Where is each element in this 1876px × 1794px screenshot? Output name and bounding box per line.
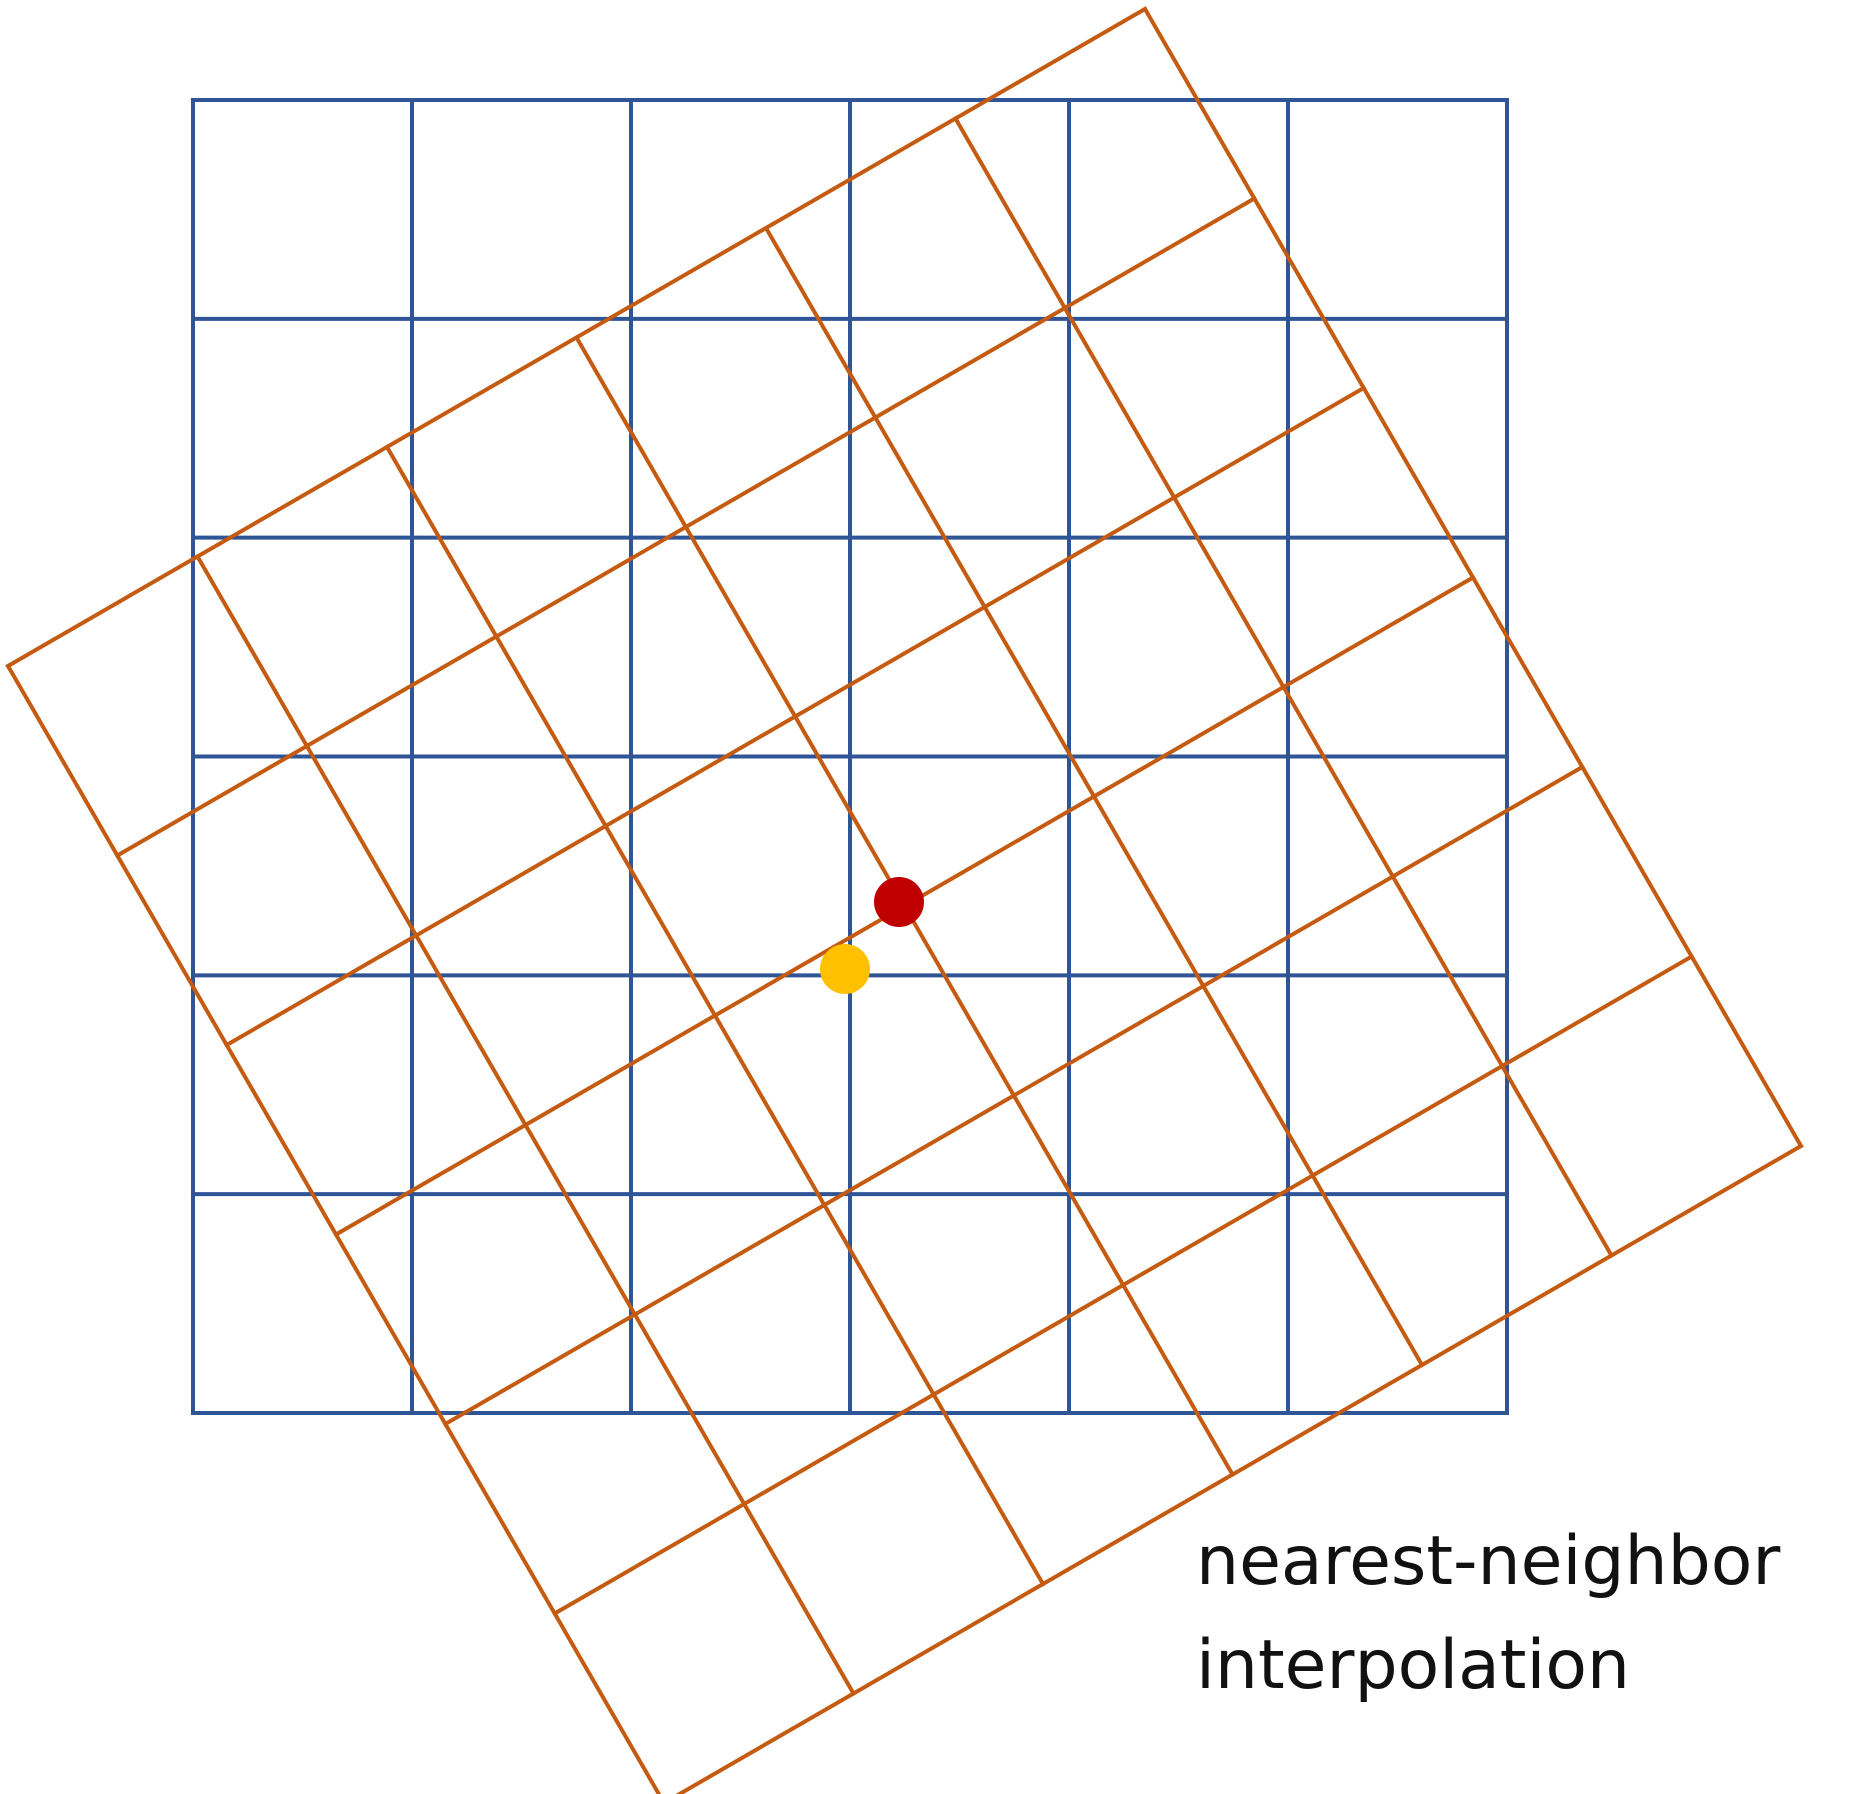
rotated-grid-line: [442, 764, 1586, 1427]
caption-line-1: nearest-neighbor: [1196, 1522, 1781, 1601]
rotated-grid-line: [675, 1143, 1804, 1794]
rotated-grid-line: [223, 385, 1367, 1048]
sample-point: [874, 877, 924, 927]
rotated-grid-line: [114, 195, 1258, 859]
rotated-grid-line: [5, 6, 1148, 669]
caption-line-2: interpolation: [1196, 1626, 1631, 1705]
caption: nearest-neighbor interpolation: [1196, 1510, 1780, 1718]
rotated-grid-line: [551, 953, 1695, 1617]
nearest-pixel-point: [820, 944, 870, 994]
rotated-grid-line: [5, 663, 662, 1794]
